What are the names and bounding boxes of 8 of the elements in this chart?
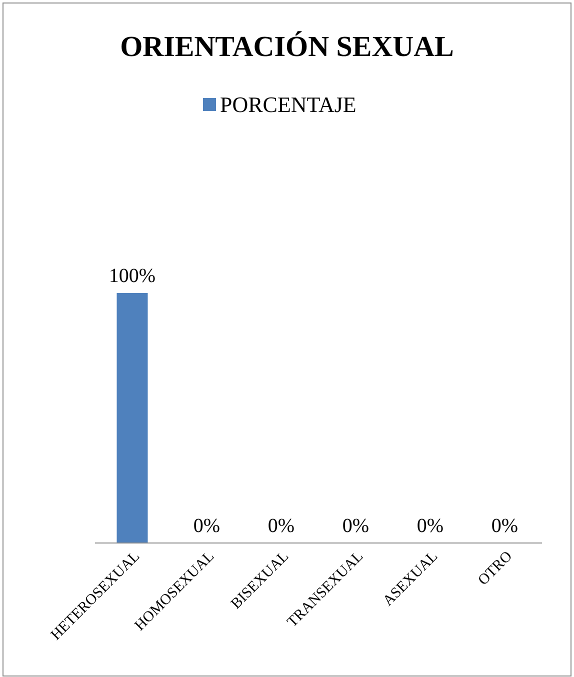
data-label: 0% — [342, 515, 370, 537]
data-label: 100% — [108, 265, 156, 287]
data-label: 0% — [268, 515, 295, 537]
data-label: 0% — [416, 515, 444, 537]
legend-label: PORCENTAJE — [220, 92, 356, 117]
data-label: 0% — [491, 515, 518, 537]
chart-title: ORIENTACIÓN SEXUAL — [120, 31, 454, 63]
data-label: 0% — [193, 515, 220, 537]
